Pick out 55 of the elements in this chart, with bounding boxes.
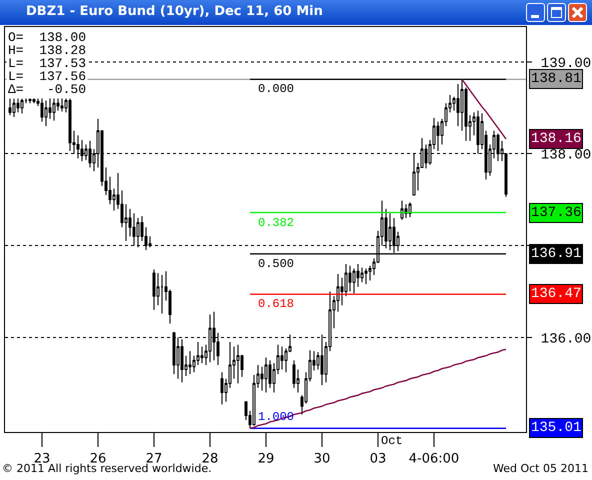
data-label: 135.01 <box>531 420 582 436</box>
line-series <box>461 78 507 140</box>
x-tick-label: 03 <box>370 452 386 467</box>
ref-line-label: 138.81 <box>531 71 582 87</box>
data-label: 137.36 <box>531 205 582 221</box>
candlestick <box>268 360 272 388</box>
candlestick <box>292 360 296 388</box>
candlestick <box>264 357 268 394</box>
annotation: O= 138.00 <box>8 30 86 45</box>
candlestick <box>60 97 64 112</box>
annotation: Δ= -0.50 <box>8 82 86 97</box>
candlestick <box>408 202 412 218</box>
annotation: L= 137.56 <box>8 69 86 84</box>
candlestick <box>456 83 460 127</box>
data-label: 136.47 <box>531 286 582 302</box>
candlestick <box>32 97 36 104</box>
annotation: H= 138.28 <box>8 43 86 58</box>
y-tick-label: 136.00 <box>540 331 592 348</box>
series-label: 0.382 <box>258 216 294 230</box>
candlestick <box>152 268 156 310</box>
candlestick <box>8 97 12 116</box>
candlestick <box>360 267 364 283</box>
candlestick <box>436 121 440 152</box>
candlestick <box>200 346 204 364</box>
candlestick <box>352 268 356 294</box>
x-tick-label: 4-06:00 <box>408 452 460 467</box>
x-tick-label: 29 <box>258 452 274 467</box>
series-label: 0.000 <box>258 82 294 96</box>
candlestick <box>40 97 44 122</box>
candlestick <box>44 100 48 127</box>
series-label: 0.618 <box>258 297 294 311</box>
x-tick-label: 28 <box>202 452 218 467</box>
text: Wed Oct 05 2011 <box>493 462 588 475</box>
candlestick <box>404 204 408 219</box>
text: Oct <box>381 434 403 448</box>
series-label: 0.500 <box>258 257 294 271</box>
candlestick <box>160 274 164 314</box>
x-tick-label: 30 <box>314 452 330 467</box>
line-series <box>249 348 507 429</box>
candlestick <box>68 97 72 152</box>
candlestick <box>188 350 192 375</box>
candlestick <box>280 346 284 370</box>
candlestick <box>220 372 224 405</box>
annotation: L= 137.53 <box>8 56 86 71</box>
y-tick-label: 138.00 <box>540 148 592 164</box>
candlestick <box>364 268 368 285</box>
data-label: 136.91 <box>531 246 582 262</box>
x-tick-label: 26 <box>90 452 106 467</box>
candlestick <box>236 344 240 384</box>
candlestick <box>348 265 352 292</box>
chart-title: DBZ1 - Euro Bund (10yr), Dec 11, 60 Min <box>26 4 323 19</box>
candlestick <box>400 200 404 220</box>
candlestick <box>16 97 20 113</box>
data-label: 138.16 <box>531 131 582 147</box>
y-tick-label: 139.00 <box>540 56 592 72</box>
